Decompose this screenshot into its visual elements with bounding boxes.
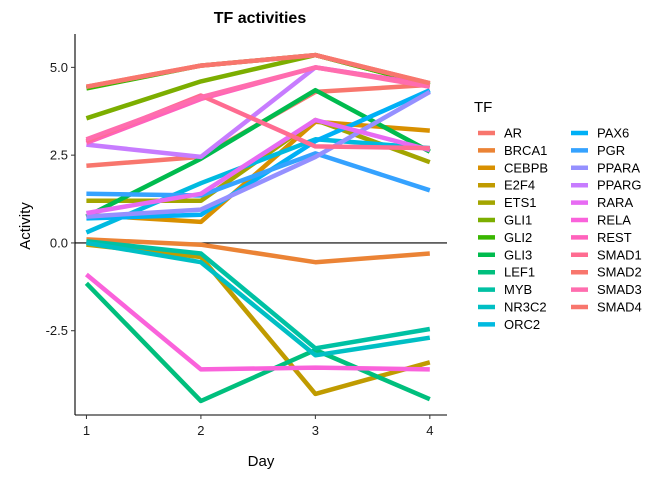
legend-label: GLI3	[504, 247, 532, 262]
legend-label: PGR	[597, 143, 625, 158]
legend-label: BRCA1	[504, 143, 547, 158]
series-line-pax6	[86, 88, 431, 221]
legend: TF AR BRCA1 CEBPB E2F4 ETS1 GLI1 GLI2 GLI3 LEF1 M…	[474, 99, 642, 332]
y-tick-label: 2.5	[50, 148, 68, 163]
x-tick-label: 4	[426, 423, 433, 438]
legend-label: SMAD4	[597, 300, 642, 315]
y-tick-label: -2.5	[46, 323, 68, 338]
legend-item-brca1: BRCA1	[478, 143, 547, 158]
legend-item-ar: AR	[478, 126, 522, 141]
legend-item-myb: MYB	[478, 282, 532, 297]
series-lines	[84, 52, 431, 404]
legend-item-pparg: PPARG	[571, 178, 642, 193]
legend-label: CEBPB	[504, 160, 548, 175]
series-line-smad4	[85, 52, 431, 89]
chart-title: TF activities	[214, 10, 307, 27]
y-axis-label: Activity	[17, 202, 34, 250]
series-line-nr3c2	[86, 240, 431, 358]
legend-label: ORC2	[504, 317, 540, 332]
legend-title: TF	[474, 99, 492, 116]
legend-label: SMAD1	[597, 247, 642, 262]
legend-item-cebpb: CEBPB	[478, 160, 548, 175]
series-line-brca1	[86, 237, 430, 265]
legend-item-ppara: PPARA	[571, 160, 640, 175]
axes: 1 2 3 4 -2.5 0.0 2.5 5.0	[46, 34, 447, 438]
legend-item-rara: RARA	[571, 195, 633, 210]
legend-label: MYB	[504, 282, 532, 297]
series-line-rela	[84, 272, 430, 372]
legend-label: ETS1	[504, 195, 537, 210]
y-tick-label: 0.0	[50, 235, 68, 250]
x-tick-label: 3	[312, 423, 319, 438]
legend-item-e2f4: E2F4	[478, 178, 535, 193]
legend-item-ets1: ETS1	[478, 195, 537, 210]
legend-item-gli2: GLI2	[478, 230, 532, 245]
legend-label: RELA	[597, 213, 631, 228]
legend-label: NR3C2	[504, 300, 547, 315]
legend-label: PPARA	[597, 160, 640, 175]
series-line-pgr	[86, 151, 431, 198]
legend-item-pgr: PGR	[571, 143, 625, 158]
legend-item-smad1: SMAD1	[571, 247, 642, 262]
legend-label: PPARG	[597, 178, 642, 193]
legend-item-gli3: GLI3	[478, 247, 532, 262]
series-line-lef1	[84, 281, 431, 404]
series-line-orc2	[85, 137, 430, 235]
legend-item-gli1: GLI1	[478, 213, 532, 228]
legend-label: SMAD3	[597, 282, 642, 297]
legend-label: REST	[597, 230, 632, 245]
x-tick-label: 2	[197, 423, 204, 438]
legend-label: LEF1	[504, 265, 535, 280]
legend-item-smad2: SMAD2	[571, 265, 642, 280]
series-line-rara	[86, 117, 431, 216]
legend-label: GLI2	[504, 230, 532, 245]
y-tick-label: 5.0	[50, 60, 68, 75]
series-line-smad3	[85, 65, 431, 142]
legend-label: AR	[504, 126, 522, 141]
legend-label: RARA	[597, 195, 633, 210]
x-tick-label: 1	[83, 423, 90, 438]
series-line-ppara	[86, 89, 431, 219]
series-line-myb	[86, 238, 431, 351]
legend-item-rela: RELA	[571, 213, 631, 228]
legend-item-rest: REST	[571, 230, 632, 245]
legend-item-orc2: ORC2	[478, 317, 540, 332]
legend-label: GLI1	[504, 213, 532, 228]
series-line-gli3	[85, 87, 431, 219]
legend-label: E2F4	[504, 178, 535, 193]
x-axis-label: Day	[248, 453, 275, 470]
legend-item-nr3c2: NR3C2	[478, 300, 547, 315]
legend-item-lef1: LEF1	[478, 265, 535, 280]
legend-label: SMAD2	[597, 265, 642, 280]
legend-item-smad4: SMAD4	[571, 300, 642, 315]
legend-item-smad3: SMAD3	[571, 282, 642, 297]
legend-item-pax6: PAX6	[571, 126, 629, 141]
legend-label: PAX6	[597, 126, 629, 141]
